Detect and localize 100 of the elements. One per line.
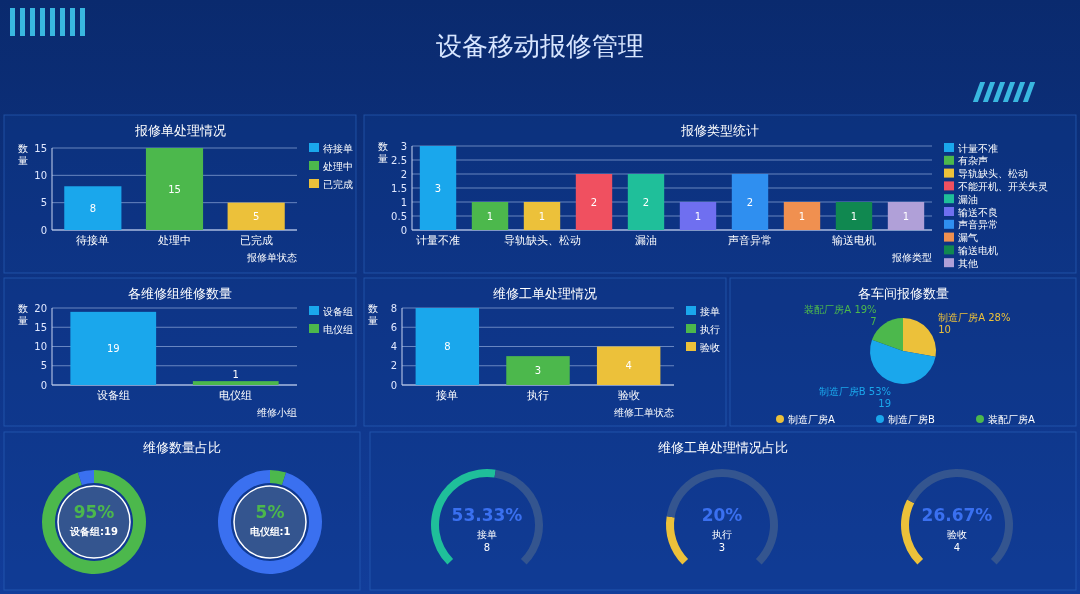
y-tick-label: 15 — [34, 142, 47, 154]
x-axis-title: 报修类型 — [891, 252, 932, 263]
x-tick-label: 导轨缺头、松动 — [503, 234, 581, 247]
data-label: 1 — [850, 210, 858, 222]
y-tick-label: 10 — [34, 341, 47, 352]
data-label: 2 — [590, 196, 598, 208]
legend-label: 已完成 — [323, 178, 353, 190]
y-tick-label: 0 — [390, 379, 397, 391]
category-label: 制造厂房B 53% — [818, 386, 892, 398]
legend-label: 漏油 — [958, 193, 978, 205]
x-tick-label: 执行 — [527, 389, 549, 402]
x-axis-title: 报修单状态 — [246, 252, 297, 263]
data-label: 7 — [870, 316, 877, 328]
x-tick-label: 接单 — [436, 389, 459, 402]
slice-label: 电仪组:1 — [249, 526, 291, 537]
x-tick-label: 设备组 — [96, 389, 130, 402]
x-axis-title: 维修工单状态 — [614, 407, 674, 418]
legend-label: 其他 — [958, 257, 978, 269]
donut-slice — [270, 470, 287, 485]
donut-slice — [218, 470, 322, 574]
y-tick-label: 8 — [390, 302, 397, 314]
pie-slice — [903, 318, 936, 357]
category-label: 装配厂房A 19% — [804, 304, 877, 316]
legend-label: 制造厂房A — [788, 413, 835, 425]
text: 53.33% — [451, 505, 523, 525]
data-label: 95% — [73, 502, 115, 522]
y-tick-label: 20 — [34, 302, 47, 314]
y-tick-label: 2 — [400, 168, 407, 180]
data-label: 1 — [538, 210, 546, 222]
data-label: 15 — [168, 183, 181, 195]
data-label: 8 — [89, 202, 97, 214]
legend-label: 输送电机 — [958, 244, 998, 256]
legend-label: 装配厂房A — [988, 413, 1035, 425]
text: 维修数量占比 — [143, 440, 221, 455]
legend-label: 漏气 — [958, 232, 978, 244]
y-tick-label: 15 — [34, 321, 47, 333]
y-axis-title: 数量 — [378, 141, 388, 164]
legend-label: 不能开机、开关失灵 — [958, 180, 1048, 192]
text: 20% — [701, 505, 743, 525]
x-tick-label: 处理中 — [158, 234, 191, 247]
legend-label: 设备组 — [323, 305, 353, 317]
data-label: 1 — [902, 210, 910, 222]
y-tick-label: 0 — [40, 379, 47, 391]
y-tick-label: 2.5 — [391, 154, 407, 166]
y-tick-label: 3 — [400, 140, 407, 152]
pie-slice — [871, 318, 903, 351]
legend-label: 待接单 — [323, 142, 353, 154]
legend-label: 制造厂房B — [888, 413, 935, 425]
x-tick-label: 验收 — [617, 389, 640, 402]
data-label: 1 — [694, 210, 702, 222]
y-tick-label: 0 — [400, 224, 407, 236]
y-tick-label: 5 — [40, 197, 47, 209]
y-axis-title: 数量 — [18, 303, 28, 326]
y-tick-label: 1.5 — [391, 182, 407, 194]
y-tick-label: 4 — [390, 341, 397, 352]
x-tick-label: 电仪组 — [219, 389, 253, 402]
data-label: 19 — [106, 342, 120, 354]
text: 4 — [953, 542, 961, 553]
chart-title: 各车间报修数量 — [857, 286, 949, 301]
donut-slice — [42, 470, 146, 574]
donut-slice — [77, 470, 94, 485]
legend-label: 验收 — [700, 341, 720, 353]
y-axis-title: 数量 — [18, 143, 28, 166]
text: 8 — [483, 542, 491, 553]
data-label: 19 — [878, 398, 892, 410]
x-tick-label: 漏油 — [635, 234, 657, 247]
legend-label: 有杂声 — [958, 155, 988, 167]
data-label: 2 — [746, 196, 754, 208]
data-label: 5 — [252, 210, 260, 222]
chart-title: 各维修组维修数量 — [128, 286, 232, 301]
data-label: 3 — [534, 365, 542, 377]
x-axis-title: 维修小组 — [257, 407, 297, 418]
x-tick-label: 输送电机 — [832, 234, 876, 247]
y-tick-label: 5 — [40, 360, 47, 372]
data-label: 8 — [444, 341, 451, 352]
legend-label: 导轨缺头、松动 — [958, 168, 1028, 180]
text: 验收 — [947, 529, 967, 540]
y-tick-label: 0 — [40, 224, 47, 236]
x-tick-label: 计量不准 — [416, 234, 460, 247]
text: 接单 — [477, 529, 497, 540]
data-label: 1 — [232, 368, 239, 380]
y-tick-label: 1 — [400, 196, 407, 208]
data-label: 4 — [625, 360, 632, 372]
data-label: 1 — [798, 210, 806, 222]
legend-label: 输送不良 — [958, 206, 998, 218]
x-tick-label: 待接单 — [76, 234, 110, 247]
legend-label: 电仪组 — [323, 323, 353, 335]
pie-slice — [870, 339, 936, 384]
chart-title: 维修工单处理情况占比 — [658, 440, 788, 455]
chart-title: 维修工单处理情况 — [493, 286, 597, 301]
data-label: 2 — [642, 196, 650, 208]
category-label: 制造厂房A 28% — [938, 312, 1011, 324]
data-label: 5% — [255, 502, 285, 522]
legend-label: 计量不准 — [958, 142, 998, 154]
legend-label: 处理中 — [323, 160, 353, 172]
data-label: 3 — [434, 182, 442, 194]
text: 3 — [718, 542, 726, 553]
slice-label: 设备组:19 — [69, 526, 118, 537]
x-tick-label: 已完成 — [239, 234, 273, 247]
y-tick-label: 10 — [34, 169, 47, 181]
